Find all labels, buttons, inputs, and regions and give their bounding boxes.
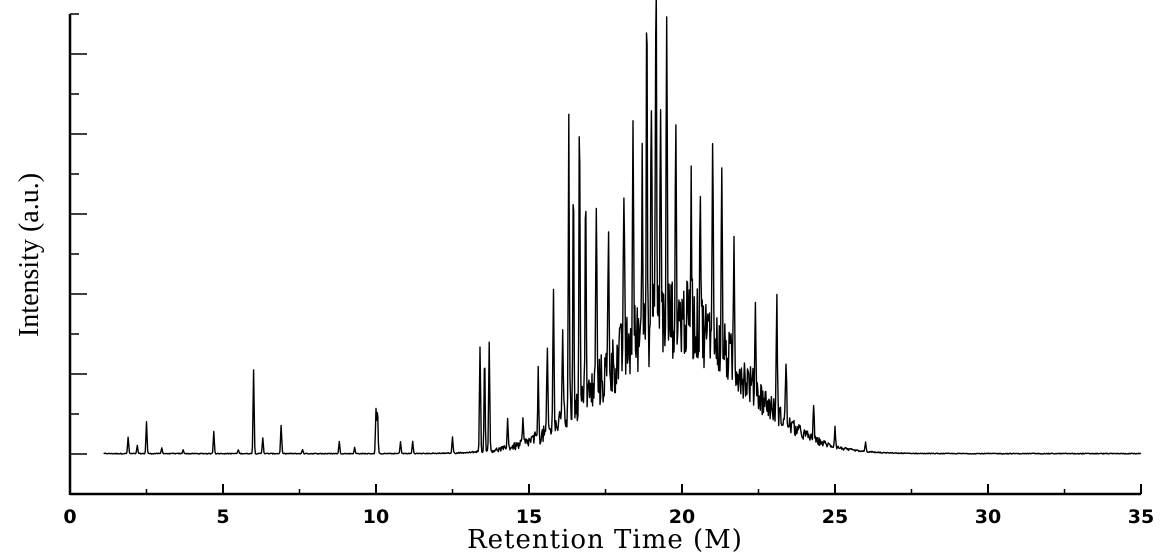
y-ticks <box>70 13 87 495</box>
x-tick-label: 30 <box>975 506 1001 528</box>
y-axis-title: Intensity (a.u.) <box>14 173 45 337</box>
chromatogram-trace <box>103 0 1142 455</box>
x-tick-label: 0 <box>63 506 76 528</box>
x-tick-label: 5 <box>216 506 229 528</box>
x-tick-label: 20 <box>669 506 695 528</box>
x-tick-label: 15 <box>516 506 542 528</box>
x-axis-title: Retention Time (M) <box>467 525 743 552</box>
x-axis: 0 5 10 15 20 25 30 35 <box>63 484 1154 528</box>
x-tick-label: 35 <box>1128 506 1154 528</box>
x-tick-label: 10 <box>363 506 389 528</box>
y-axis <box>68 13 87 495</box>
x-ticks: 0 5 10 15 20 25 30 35 <box>63 484 1154 528</box>
x-tick-label: 25 <box>822 506 848 528</box>
